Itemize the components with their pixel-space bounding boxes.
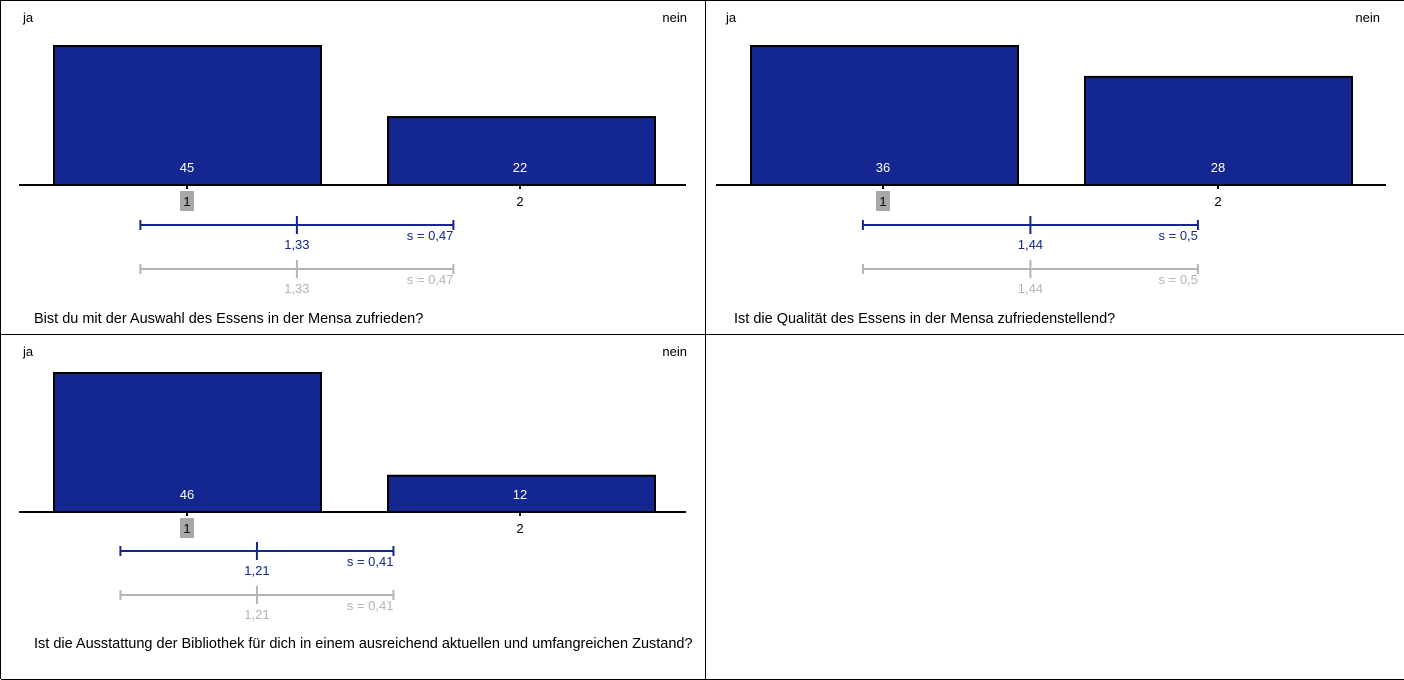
mean-sd-label: s = 0,5 bbox=[1159, 228, 1198, 243]
bar-value-label: 36 bbox=[876, 160, 890, 175]
bar-2 bbox=[1084, 75, 1353, 186]
comparison-mean-label: 1,44 bbox=[1018, 281, 1043, 296]
question-text: Bist du mit der Auswahl des Essens in de… bbox=[34, 311, 424, 327]
empty-panel bbox=[706, 335, 1404, 680]
category-highlight-box bbox=[876, 191, 890, 211]
x-tick-label: 2 bbox=[1214, 194, 1221, 209]
comparison-sd-label: s = 0,47 bbox=[407, 272, 454, 287]
mean-mean-label: 1,33 bbox=[284, 237, 309, 252]
bar-1 bbox=[53, 45, 322, 186]
x-tick-label: 1 bbox=[879, 194, 886, 209]
bar-value-label: 46 bbox=[180, 487, 194, 502]
mean-sd-label: s = 0,41 bbox=[347, 554, 394, 569]
bar-2 bbox=[387, 116, 656, 186]
scale-left-label: ja bbox=[22, 10, 34, 25]
comparison-sd-label: s = 0,5 bbox=[1159, 272, 1198, 287]
x-tick-label: 1 bbox=[183, 194, 190, 209]
chart-panel-auswahl-essen: ja nein 45 22 1 2 1,33 s = 0,47 1,33 s = 0,47 Bis… bbox=[1, 1, 706, 335]
bar-value-label: 22 bbox=[513, 160, 527, 175]
scale-right-label: nein bbox=[662, 10, 687, 25]
question-text: Ist die Ausstattung der Bibliothek für d… bbox=[34, 636, 693, 652]
mean-mean-label: 1,21 bbox=[244, 563, 269, 578]
bar-value-label: 28 bbox=[1211, 160, 1225, 175]
comparison-sd-label: s = 0,41 bbox=[347, 598, 394, 613]
category-highlight-box bbox=[180, 191, 194, 211]
mean-sd-label: s = 0,47 bbox=[407, 228, 454, 243]
chart-panel-qualitaet-essen: ja nein 36 28 1 2 1,44 s = 0,5 1,44 s = 0,5 Ist d… bbox=[706, 1, 1404, 335]
x-tick-label: 1 bbox=[183, 521, 190, 536]
category-highlight-box bbox=[180, 518, 194, 538]
scale-left-label: ja bbox=[22, 344, 34, 359]
scale-right-label: nein bbox=[1355, 10, 1380, 25]
bar-value-label: 45 bbox=[180, 160, 194, 175]
comparison-mean-label: 1,33 bbox=[284, 281, 309, 296]
x-tick-label: 2 bbox=[516, 194, 523, 209]
question-text: Ist die Qualität des Essens in der Mensa… bbox=[734, 311, 1116, 327]
comparison-mean-label: 1,21 bbox=[244, 607, 269, 622]
scale-right-label: nein bbox=[662, 344, 687, 359]
x-tick-label: 2 bbox=[516, 521, 523, 536]
chart-svg-auswahl-essen: ja nein 45 22 1 2 1,33 s = 0,47 1,33 s = 0,47 bbox=[19, 10, 687, 296]
mean-mean-label: 1,44 bbox=[1018, 237, 1043, 252]
bar-value-label: 12 bbox=[513, 487, 527, 502]
scale-left-label: ja bbox=[725, 10, 737, 25]
chart-svg-qualitaet-essen: ja nein 36 28 1 2 1,44 s = 0,5 1,44 s = 0,5 bbox=[716, 10, 1386, 296]
bar-2 bbox=[387, 474, 656, 514]
chart-panel-bibliothek: ja nein 46 12 1 2 1,21 s = 0,41 1,21 s = 0,41 Ist… bbox=[1, 335, 706, 680]
bar-1 bbox=[750, 45, 1019, 186]
